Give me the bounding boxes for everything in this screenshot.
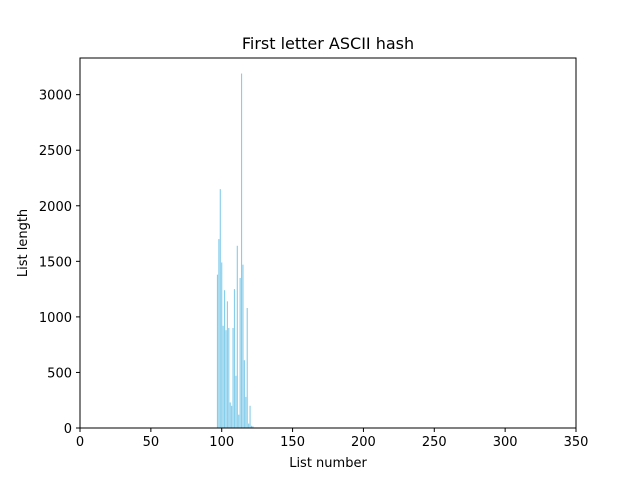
bar [239,278,241,428]
bar [236,245,238,428]
bar [219,189,221,428]
bar [218,239,220,428]
bar [249,405,251,428]
y-tick-label: 1500 [39,255,72,270]
y-tick-label: 2000 [39,200,72,215]
bar [221,262,223,428]
bar [226,301,228,428]
bar [216,274,219,428]
bar [246,308,248,428]
bar [250,425,253,428]
x-tick-label: 150 [280,435,305,450]
chart-title: First letter ASCII hash [242,34,414,53]
y-tick-label: 0 [64,422,72,437]
x-tick-label: 250 [422,435,447,450]
x-tick-label: 50 [143,435,160,450]
bar [235,375,237,428]
bar [238,414,240,428]
bar [223,290,226,428]
bar [229,402,231,428]
x-tick-label: 100 [209,435,234,450]
bar [228,328,230,428]
bar [243,360,245,428]
bar [222,325,224,428]
y-axis-title: List length [16,209,31,277]
bars-group [216,73,254,428]
bar [231,405,233,428]
bar [225,330,227,428]
x-tick-label: 0 [76,435,84,450]
bar [242,264,244,428]
bar [233,289,236,428]
y-axis-ticks: 0 500 1000 1500 2000 2500 3000 [39,89,80,437]
x-tick-label: 350 [564,435,589,450]
plot-frame [79,57,577,429]
bar [240,73,243,428]
x-tick-label: 300 [493,435,518,450]
y-tick-label: 3000 [39,89,72,104]
x-tick-label: 200 [351,435,376,450]
bar [245,396,247,428]
y-tick-label: 2500 [39,144,72,159]
x-axis-title: List number [289,456,367,471]
y-tick-label: 500 [47,366,72,381]
bar [232,328,234,428]
x-axis-ticks: 0 50 100 150 200 250 300 350 [76,428,589,450]
bar [248,423,250,428]
bar [252,426,254,428]
y-tick-label: 1000 [39,311,72,326]
